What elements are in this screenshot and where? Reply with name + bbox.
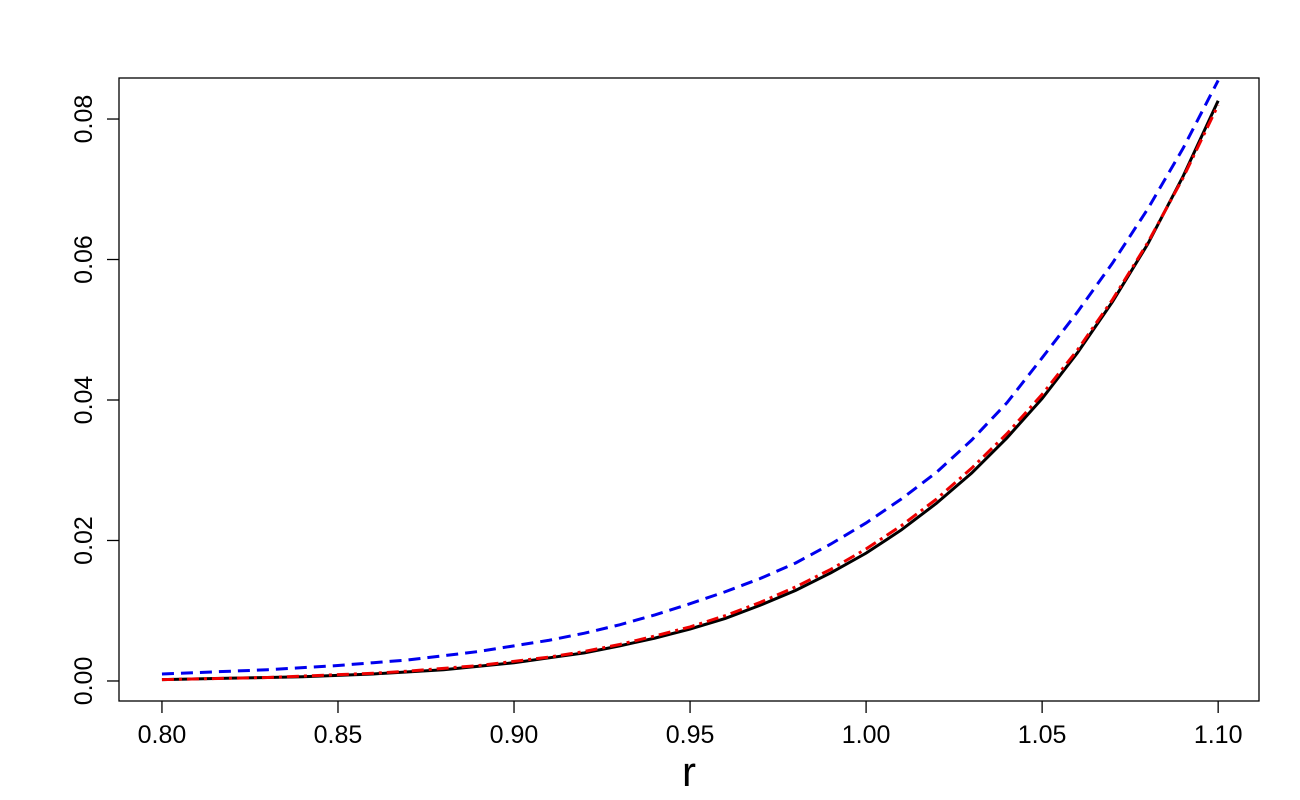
x-tick-label: 0.95 xyxy=(666,721,715,749)
plot-box xyxy=(118,77,1260,702)
y-tick-label: 0.04 xyxy=(70,376,98,425)
series-line xyxy=(161,79,1220,676)
x-tick-label: 1.05 xyxy=(1018,721,1067,749)
x-tick-label: 1.00 xyxy=(842,721,891,749)
y-tick-label: 0.06 xyxy=(70,235,98,284)
y-tick-label: 0.00 xyxy=(70,657,98,706)
y-tick-label: 0.08 xyxy=(70,95,98,144)
x-tick-label: 0.85 xyxy=(314,721,363,749)
x-tick-label: 0.80 xyxy=(138,721,187,749)
series-line xyxy=(161,100,1220,682)
x-tick-label: 0.90 xyxy=(490,721,539,749)
x-tick-label: 1.10 xyxy=(1194,721,1243,749)
x-axis-label: r xyxy=(682,748,696,795)
series-line xyxy=(161,104,1220,682)
y-tick-label: 0.02 xyxy=(70,516,98,565)
